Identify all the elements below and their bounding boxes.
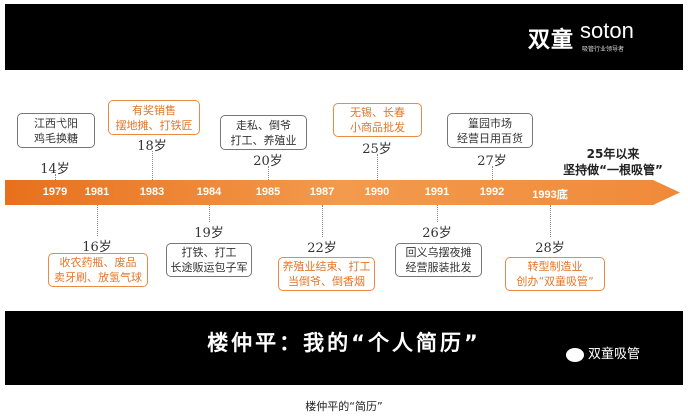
- logo-tagline: 吸管行业领导者: [582, 46, 625, 53]
- year-label: 1983: [139, 186, 165, 198]
- age-label: 16岁: [82, 240, 112, 255]
- event-text: 长途贩运包子军: [170, 261, 248, 274]
- event-text: 经营服装批发: [405, 261, 472, 274]
- wechat-icon: [566, 347, 584, 362]
- age-label: 25岁: [362, 142, 392, 157]
- event-text: 篁园市场: [468, 116, 512, 130]
- connector-line: [209, 205, 210, 222]
- connector-line: [55, 174, 56, 180]
- year-label: 1991: [424, 186, 450, 198]
- logo-chinese: 双童: [528, 28, 575, 53]
- event-text: 鸡毛换糖: [34, 131, 78, 145]
- year-label: 1984: [196, 186, 222, 198]
- connector-line: [152, 151, 153, 180]
- event-box: 回义乌摆夜摊 经营服装批发: [395, 243, 482, 277]
- connector-line: [97, 205, 98, 236]
- event-box: 无锡、长春小商品批发: [333, 103, 422, 137]
- event-text: 转型制造业: [527, 260, 583, 273]
- year-label: 1992: [479, 186, 505, 198]
- event-text: 打工、养殖业: [230, 133, 297, 147]
- event-text: 无锡、长春: [350, 106, 405, 119]
- event-text: 江西弋阳: [34, 116, 78, 130]
- event-text: 回义乌摆夜摊: [405, 246, 472, 259]
- event-text: 创办“双童吸管”: [516, 275, 594, 288]
- event-box: 有奖销售 摆地摊、打铁匠: [108, 100, 200, 135]
- age-label: 28岁: [535, 241, 565, 256]
- event-box: 走私、倒爷 打工、养殖业: [220, 115, 307, 150]
- event-text: 卖牙刷、放氢气球: [54, 271, 142, 284]
- event-box: 篁园市场 经营日用百货: [447, 113, 533, 148]
- event-text: 走私、倒爷: [236, 118, 291, 132]
- event-text: 打铁、打工: [181, 246, 237, 259]
- age-label: 19岁: [194, 226, 224, 241]
- event-text: 小商品批发: [350, 121, 405, 134]
- event-box: 收农药瓶、废品 卖牙刷、放氢气球: [48, 253, 148, 287]
- event-box: 打铁、打工长途贩运包子军: [166, 243, 252, 277]
- age-label: 26岁: [422, 226, 452, 241]
- event-text: 有奖销售: [132, 103, 176, 117]
- year-label: 1987: [309, 186, 335, 198]
- motto-line: 25年以来: [586, 147, 640, 161]
- event-box: 转型制造业创办“双童吸管”: [505, 257, 605, 291]
- age-label: 22岁: [307, 241, 337, 256]
- year-label: 1981: [84, 186, 110, 198]
- motto-line: 坚持做“一根吸管”: [563, 163, 663, 177]
- connector-line: [492, 166, 493, 180]
- event-text: 当倒爷、倒香烟: [288, 275, 365, 288]
- age-label: 18岁: [137, 139, 167, 154]
- event-text: 收农药瓶、废品: [59, 256, 137, 269]
- event-text: 摆地摊、打铁匠: [115, 118, 193, 132]
- motto: 25年以来 坚持做“一根吸管”: [553, 146, 673, 178]
- event-text: 养殖业结束、打工: [282, 260, 371, 273]
- age-label: 27岁: [477, 154, 507, 169]
- wechat-name: 双童吸管: [588, 347, 641, 362]
- wechat-account: 双童吸管: [566, 343, 640, 362]
- timeline-arrow: [5, 180, 680, 205]
- age-label: 20岁: [253, 154, 283, 169]
- image-caption: 楼仲平的“简历”: [305, 400, 383, 413]
- connector-line: [437, 205, 438, 222]
- age-label: 14岁: [40, 162, 70, 177]
- header-band: [5, 4, 683, 70]
- event-box: 养殖业结束、打工 当倒爷、倒香烟: [278, 257, 375, 291]
- connector-line: [377, 154, 378, 180]
- year-label: 1990: [364, 186, 390, 198]
- slide-title: 楼仲平：我的“个人简历”: [207, 331, 481, 355]
- logo-english: soton: [580, 18, 634, 43]
- connector-line: [268, 166, 269, 180]
- year-label: 1985: [255, 186, 281, 198]
- connector-line: [322, 205, 323, 237]
- event-box: 江西弋阳 鸡毛换糖: [17, 113, 95, 148]
- year-label: 1979: [42, 186, 68, 198]
- year-label: 1993底: [532, 189, 568, 201]
- event-text: 经营日用百货: [457, 131, 523, 145]
- connector-line: [550, 205, 551, 237]
